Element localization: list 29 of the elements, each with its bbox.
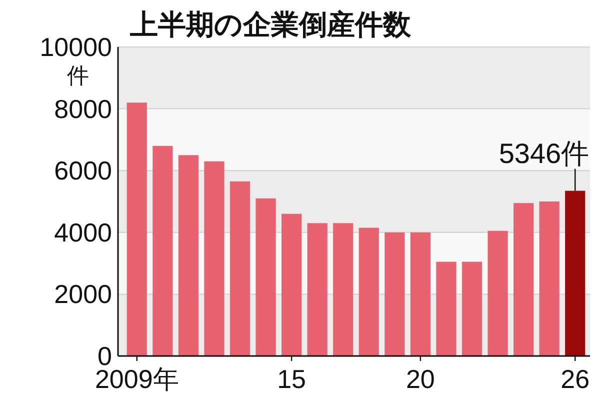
bar (204, 161, 224, 356)
bar (462, 262, 482, 356)
y-axis-title: 件 (67, 63, 89, 88)
bar (488, 230, 508, 356)
x-tick-label: 26 (560, 364, 590, 394)
bar (539, 202, 560, 356)
bar (410, 232, 430, 356)
bar (126, 102, 147, 356)
bar (307, 223, 328, 356)
bar (384, 232, 405, 356)
y-tick-label: 2000 (54, 279, 112, 310)
chart-title: 上半期の企業倒産件数 (129, 9, 412, 40)
bar (514, 203, 534, 356)
y-tick-label: 10000 (40, 32, 112, 62)
bar (565, 190, 586, 356)
x-tick-label: 20 (406, 364, 435, 394)
data-label: 5346件 (498, 138, 590, 169)
x-tick-label: 15 (277, 364, 306, 394)
bar (333, 223, 354, 356)
bar (152, 146, 173, 356)
y-tick-label: 6000 (54, 156, 112, 186)
bar (436, 262, 456, 356)
bar (230, 181, 250, 356)
y-tick-label: 8000 (54, 94, 112, 124)
y-tick-label: 4000 (54, 217, 112, 248)
bar (256, 198, 276, 356)
bar (358, 228, 379, 356)
bar (282, 214, 302, 356)
bar (178, 155, 198, 356)
